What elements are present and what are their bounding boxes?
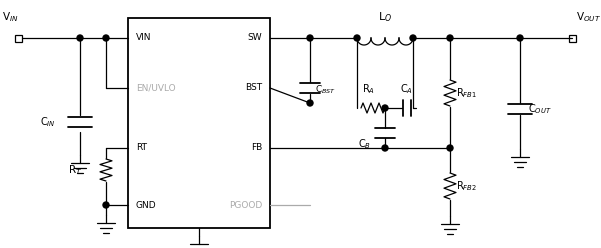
Circle shape: [447, 35, 453, 41]
Text: R$_{T}$: R$_{T}$: [68, 163, 82, 177]
Circle shape: [410, 35, 416, 41]
Text: BST: BST: [245, 84, 262, 93]
Circle shape: [447, 145, 453, 151]
Text: R$_{FB2}$: R$_{FB2}$: [456, 179, 477, 193]
Text: L$_{O}$: L$_{O}$: [378, 10, 392, 24]
Circle shape: [354, 35, 360, 41]
Text: C$_{IN}$: C$_{IN}$: [40, 115, 56, 129]
Circle shape: [517, 35, 523, 41]
Circle shape: [103, 202, 109, 208]
Circle shape: [103, 35, 109, 41]
Text: R$_{FB1}$: R$_{FB1}$: [456, 86, 477, 100]
Circle shape: [307, 35, 313, 41]
Text: RT: RT: [136, 144, 147, 153]
Text: PGOOD: PGOOD: [229, 200, 262, 210]
Text: FB: FB: [251, 144, 262, 153]
Text: V$_{OUT}$: V$_{OUT}$: [576, 10, 601, 24]
Circle shape: [307, 100, 313, 106]
Bar: [569, 34, 576, 41]
Text: C$_{OUT}$: C$_{OUT}$: [528, 102, 552, 116]
Bar: [128, 18, 270, 228]
Text: C$_{A}$: C$_{A}$: [400, 82, 413, 96]
Bar: [14, 34, 22, 41]
Text: EN/UVLO: EN/UVLO: [136, 84, 175, 93]
Circle shape: [382, 145, 388, 151]
Text: GND: GND: [136, 200, 157, 210]
Text: C$_{BST}$: C$_{BST}$: [315, 84, 336, 96]
Text: SW: SW: [248, 33, 262, 42]
Text: R$_{A}$: R$_{A}$: [362, 82, 376, 96]
Circle shape: [77, 35, 83, 41]
Text: C$_{B}$: C$_{B}$: [358, 137, 371, 151]
Text: V$_{IN}$: V$_{IN}$: [2, 10, 19, 24]
Circle shape: [382, 105, 388, 111]
Text: VIN: VIN: [136, 33, 151, 42]
